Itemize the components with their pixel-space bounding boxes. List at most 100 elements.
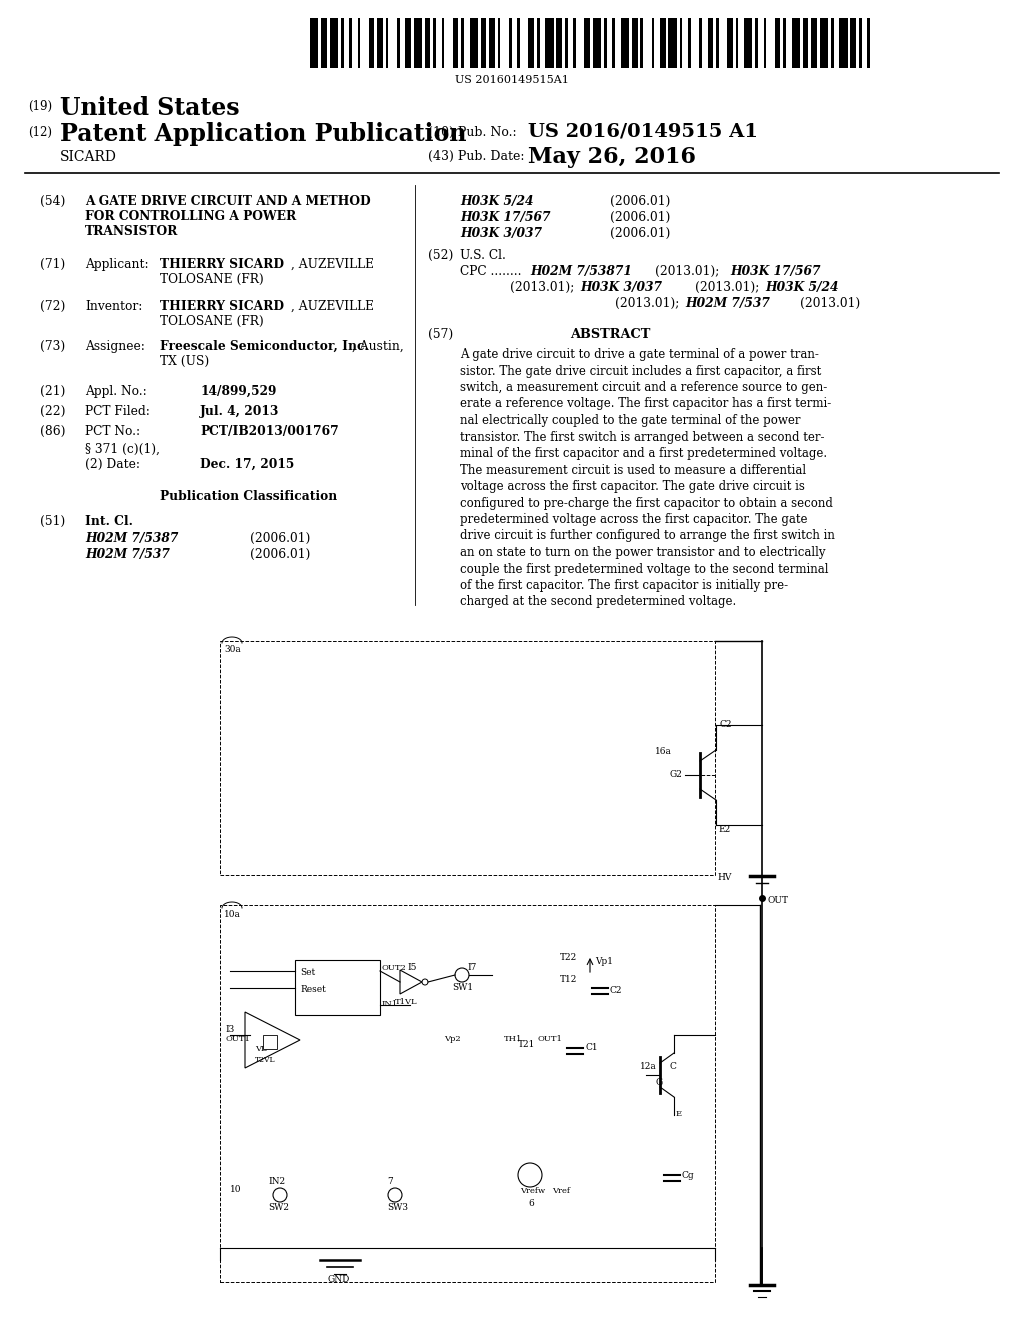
- Text: 10a: 10a: [224, 909, 241, 919]
- Bar: [453, 18, 459, 69]
- Text: (54): (54): [40, 195, 66, 209]
- Text: Cg: Cg: [682, 1171, 694, 1180]
- Bar: [811, 18, 817, 69]
- Bar: [425, 18, 430, 69]
- Text: OUT: OUT: [767, 896, 788, 906]
- Bar: [669, 18, 677, 69]
- Text: (22): (22): [40, 405, 66, 418]
- Text: US 20160149515A1: US 20160149515A1: [455, 75, 569, 84]
- Text: PCT/IB2013/001767: PCT/IB2013/001767: [200, 425, 339, 438]
- Text: TX (US): TX (US): [160, 355, 209, 368]
- Text: 6: 6: [528, 1199, 534, 1208]
- Text: 16a: 16a: [655, 747, 672, 756]
- Bar: [699, 18, 702, 69]
- Text: T21: T21: [518, 1040, 536, 1049]
- Bar: [755, 18, 758, 69]
- Text: (2006.01): (2006.01): [250, 532, 310, 545]
- Bar: [517, 18, 520, 69]
- Text: 12a: 12a: [640, 1063, 656, 1071]
- Text: C2: C2: [610, 986, 623, 995]
- Text: OUT2: OUT2: [382, 964, 407, 972]
- Bar: [744, 18, 753, 69]
- Text: (19): (19): [28, 100, 52, 114]
- Bar: [830, 18, 834, 69]
- Text: C1: C1: [585, 1043, 598, 1052]
- Text: G2: G2: [670, 770, 683, 779]
- Bar: [640, 18, 643, 69]
- Text: (86): (86): [40, 425, 66, 438]
- Text: IN1: IN1: [382, 1001, 398, 1008]
- Text: C2: C2: [720, 719, 732, 729]
- Text: , AUZEVILLE: , AUZEVILLE: [291, 257, 374, 271]
- Text: A gate drive circuit to drive a gate terminal of a power tran-
sistor. The gate : A gate drive circuit to drive a gate ter…: [460, 348, 835, 609]
- Text: H03K 3/037: H03K 3/037: [460, 227, 542, 240]
- Bar: [377, 18, 383, 69]
- Text: (21): (21): [40, 385, 66, 399]
- Text: (2013.01);: (2013.01);: [510, 281, 574, 294]
- Bar: [357, 18, 360, 69]
- Text: Jul. 4, 2013: Jul. 4, 2013: [200, 405, 280, 418]
- Bar: [565, 18, 567, 69]
- Text: T1VL: T1VL: [395, 998, 418, 1006]
- Bar: [406, 18, 411, 69]
- Text: Vp1: Vp1: [595, 957, 613, 966]
- Text: VL: VL: [255, 1045, 266, 1053]
- Bar: [295, 960, 380, 1015]
- Text: T12: T12: [560, 975, 578, 983]
- Bar: [509, 18, 512, 69]
- Bar: [573, 18, 577, 69]
- Text: I3: I3: [225, 1026, 234, 1034]
- Bar: [803, 18, 808, 69]
- Text: (2006.01): (2006.01): [250, 548, 310, 561]
- Text: I5: I5: [407, 964, 417, 972]
- Text: , AUZEVILLE: , AUZEVILLE: [291, 300, 374, 313]
- Text: US 2016/0149515 A1: US 2016/0149515 A1: [528, 121, 758, 140]
- Text: IN2: IN2: [268, 1177, 285, 1185]
- Text: Int. Cl.: Int. Cl.: [85, 515, 133, 528]
- Text: 7: 7: [387, 1177, 393, 1185]
- Bar: [850, 18, 856, 69]
- Bar: [386, 18, 388, 69]
- Text: (73): (73): [40, 341, 66, 352]
- Bar: [775, 18, 780, 69]
- Text: (2013.01);: (2013.01);: [695, 281, 760, 294]
- Bar: [727, 18, 733, 69]
- Text: SW1: SW1: [452, 983, 473, 993]
- Bar: [330, 18, 338, 69]
- Text: (57): (57): [428, 327, 454, 341]
- Bar: [369, 18, 375, 69]
- Text: 30a: 30a: [224, 645, 241, 653]
- Text: PCT No.:: PCT No.:: [85, 425, 140, 438]
- Bar: [604, 18, 607, 69]
- Bar: [632, 18, 638, 69]
- Text: (2006.01): (2006.01): [610, 227, 671, 240]
- Text: (43) Pub. Date:: (43) Pub. Date:: [428, 150, 524, 162]
- Text: 14/899,529: 14/899,529: [200, 385, 276, 399]
- Text: SW2: SW2: [268, 1203, 289, 1212]
- Text: Vp2: Vp2: [444, 1035, 461, 1043]
- Bar: [528, 18, 534, 69]
- Text: (2013.01);: (2013.01);: [655, 265, 720, 279]
- Bar: [441, 18, 444, 69]
- Text: H02M 7/537: H02M 7/537: [685, 297, 770, 310]
- Text: H03K 3/037: H03K 3/037: [580, 281, 662, 294]
- Text: (2013.01): (2013.01): [800, 297, 860, 310]
- Bar: [867, 18, 870, 69]
- Bar: [397, 18, 399, 69]
- Text: Dec. 17, 2015: Dec. 17, 2015: [200, 458, 294, 471]
- Bar: [545, 18, 554, 69]
- Text: ABSTRACT: ABSTRACT: [570, 327, 650, 341]
- Bar: [859, 18, 861, 69]
- Text: Applicant:: Applicant:: [85, 257, 148, 271]
- Text: SW3: SW3: [387, 1203, 408, 1212]
- Text: H02M 7/5387: H02M 7/5387: [85, 532, 178, 545]
- Text: TOLOSANE (FR): TOLOSANE (FR): [160, 273, 264, 286]
- Bar: [556, 18, 562, 69]
- Text: Appl. No.:: Appl. No.:: [85, 385, 146, 399]
- Bar: [585, 18, 590, 69]
- Bar: [840, 18, 848, 69]
- Text: Vrefw: Vrefw: [520, 1187, 545, 1195]
- Text: OUT1: OUT1: [537, 1035, 562, 1043]
- Text: Vref: Vref: [552, 1187, 570, 1195]
- Bar: [263, 1035, 278, 1049]
